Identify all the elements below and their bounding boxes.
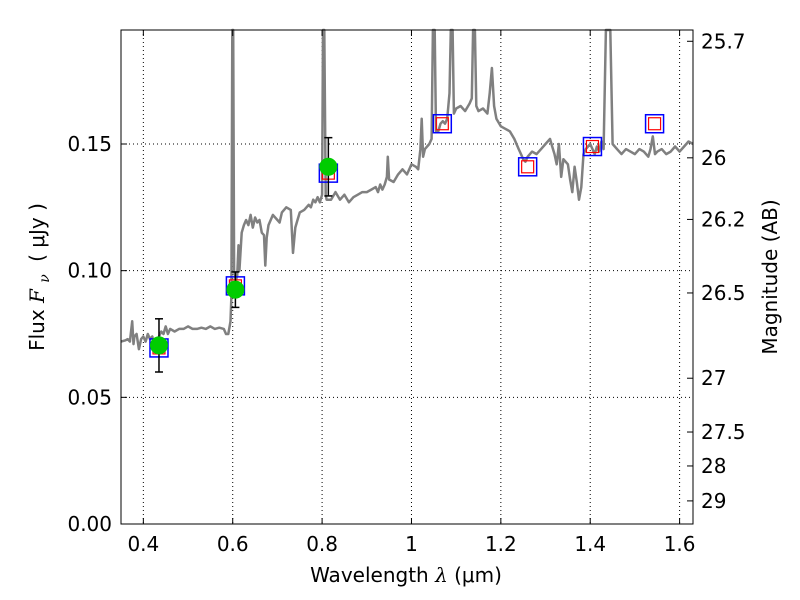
x-tick-label: 0.8 (306, 532, 338, 556)
model-point-outer-square (517, 157, 538, 177)
spectrum-series (120, 28, 694, 351)
y-tick-label: 0.00 (67, 512, 112, 536)
model-point-inner-square (435, 117, 449, 131)
grid-lines (121, 30, 693, 524)
model-photometry-series (149, 113, 665, 358)
observed-point (319, 157, 338, 176)
y2-tick-label: 28 (701, 454, 726, 478)
plot-area-frame (120, 29, 694, 525)
y-tick-label: 0.10 (67, 259, 112, 283)
x-tick-label: 1.4 (574, 532, 606, 556)
model-point-outer-square (432, 113, 453, 134)
x-tick-label: 0.6 (217, 532, 249, 556)
y2-tick-label: 26 (701, 146, 726, 170)
observed-point (149, 336, 168, 355)
model-point-inner-square (521, 160, 535, 174)
model-point-outer-square (644, 113, 665, 134)
observed-photometry-series (149, 136, 338, 373)
x-tick-label: 1.2 (485, 532, 517, 556)
y-axis-label: Flux F ν ( μJy ) (25, 203, 54, 351)
y2-tick-label: 25.7 (701, 29, 746, 53)
y-tick-label: 0.15 (67, 132, 112, 156)
model-point-outer-square (582, 136, 603, 157)
y2-tick-label: 29 (701, 489, 726, 513)
model-point-inner-square (585, 139, 600, 154)
spectrum-line (120, 28, 694, 351)
y2-axis-ticks: 25.7 26 26.2 26.5 27 27.5 28 29 (687, 29, 746, 513)
x-tick-label: 1 (405, 532, 418, 556)
x-axis-ticks: 0.4 0.6 0.8 1 1.2 1.4 1.6 (127, 30, 696, 556)
y2-tick-label: 27 (701, 366, 726, 390)
model-point-inner-square (647, 117, 662, 131)
y2-axis-label: Magnitude (AB) (758, 199, 782, 354)
y-axis-ticks: 0.00 0.05 0.10 0.15 (67, 132, 127, 536)
y2-tick-label: 26.2 (701, 207, 746, 231)
x-tick-label: 0.4 (127, 532, 159, 556)
x-axis-label: Wavelength λ (μm) (310, 563, 502, 587)
x-tick-label: 1.6 (664, 532, 696, 556)
y2-tick-label: 26.5 (701, 281, 746, 305)
y2-tick-label: 27.5 (701, 420, 746, 444)
y-tick-label: 0.05 (67, 385, 112, 409)
observed-point (226, 280, 245, 299)
